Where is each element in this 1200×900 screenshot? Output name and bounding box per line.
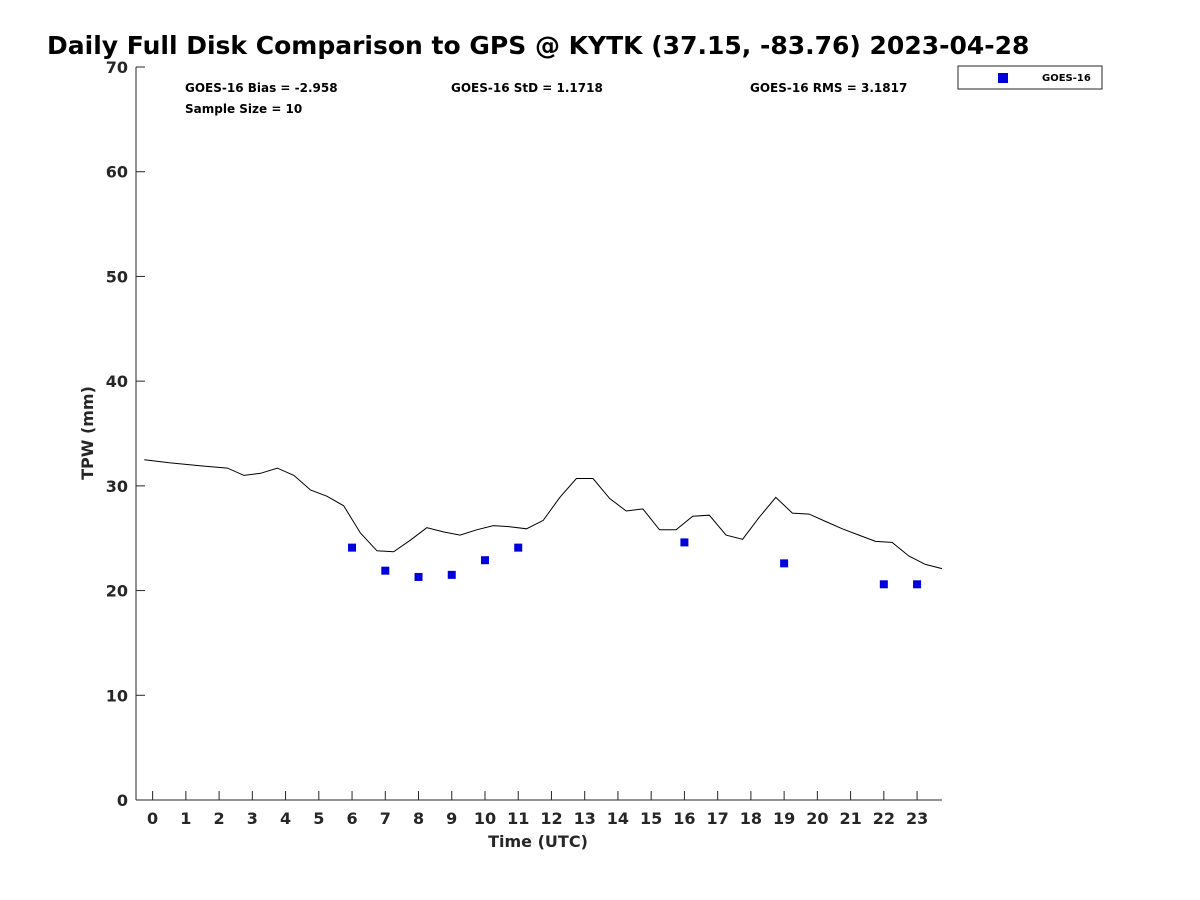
x-tick-label: 7 (380, 809, 391, 828)
x-tick-label: 10 (474, 809, 496, 828)
x-tick-label: 20 (806, 809, 828, 828)
y-tick-label: 20 (106, 582, 128, 601)
x-tick-label: 2 (214, 809, 225, 828)
x-tick-label: 5 (313, 809, 324, 828)
chart-title: Daily Full Disk Comparison to GPS @ KYTK… (47, 31, 1029, 60)
y-tick-label: 50 (106, 267, 128, 286)
sample-size-stat: Sample Size = 10 (185, 102, 302, 116)
legend-box (957, 65, 1103, 90)
gps-tpw-line (144, 459, 943, 570)
x-tick-label: 17 (707, 809, 729, 828)
y-tick-label: 70 (106, 58, 128, 77)
x-tick-label: 12 (540, 809, 562, 828)
x-tick-label: 13 (574, 809, 596, 828)
x-tick-label: 18 (740, 809, 762, 828)
x-tick-label: 14 (607, 809, 629, 828)
y-axis-label: TPW (mm) (78, 386, 97, 480)
goes16-point (514, 543, 523, 552)
goes16-point (879, 580, 888, 589)
y-tick-label: 10 (106, 686, 128, 705)
y-axis-ticks: 0 10 20 30 40 50 60 70 (106, 58, 145, 810)
bias-stat: GOES-16 Bias = -2.958 (185, 81, 338, 95)
y-tick-label: 40 (106, 372, 128, 391)
x-tick-label: 16 (673, 809, 695, 828)
x-tick-label: 9 (446, 809, 457, 828)
std-stat: GOES-16 StD = 1.1718 (451, 81, 603, 95)
rms-stat: GOES-16 RMS = 3.1817 (750, 81, 907, 95)
x-tick-label: 0 (147, 809, 158, 828)
x-tick-label: 21 (839, 809, 861, 828)
goes16-point (381, 566, 390, 575)
goes16-point (480, 556, 489, 565)
legend: GOES-16 (957, 65, 1103, 90)
x-tick-label: 3 (247, 809, 258, 828)
x-tick-label: 23 (906, 809, 928, 828)
goes16-point (780, 559, 789, 568)
goes16-points (348, 538, 922, 589)
x-tick-label: 8 (413, 809, 424, 828)
y-tick-label: 30 (106, 477, 128, 496)
legend-label: GOES-16 (1042, 73, 1091, 84)
x-tick-label: 4 (280, 809, 291, 828)
x-tick-label: 11 (507, 809, 529, 828)
y-tick-label: 60 (106, 163, 128, 182)
goes16-point (447, 570, 456, 579)
x-tick-label: 19 (773, 809, 795, 828)
x-tick-label: 15 (640, 809, 662, 828)
x-tick-label: 1 (180, 809, 191, 828)
x-axis-ticks: 0 1 2 3 4 5 6 7 8 9 10 11 12 13 14 15 16 17 18 19 20 21 22 23 (147, 791, 928, 828)
x-axis-label: Time (UTC) (488, 832, 588, 851)
goes16-point (913, 580, 922, 589)
y-tick-label: 0 (117, 791, 128, 810)
goes16-point (414, 572, 423, 581)
x-tick-label: 22 (873, 809, 895, 828)
legend-marker (998, 73, 1008, 83)
goes16-point (680, 538, 689, 547)
x-tick-label: 6 (346, 809, 357, 828)
goes16-point (348, 543, 357, 552)
